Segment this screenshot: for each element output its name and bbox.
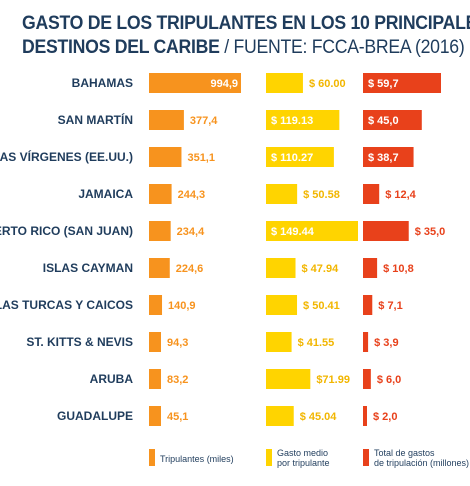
data-label-s1-san-martin: $ 119.13 — [271, 115, 313, 127]
data-label-s1-aruba: $71.99 — [316, 374, 350, 386]
bar-s0-bahamas — [149, 73, 241, 93]
data-label-s0-aruba: 83,2 — [167, 374, 188, 386]
chart-title: GASTO DE LOS TRIPULANTES EN LOS 10 PRINC… — [22, 12, 470, 60]
data-label-s2-jamaica: $ 12,4 — [385, 189, 416, 201]
title-line-1: GASTO DE LOS TRIPULANTES EN LOS 10 PRINC… — [22, 13, 470, 34]
bar-s2-jamaica — [363, 184, 380, 204]
data-label-s2-san-martin: $ 45,0 — [368, 115, 399, 127]
category-label-islas-virgenes-ee-uu: ISLAS VÍRGENES (EE.UU.) — [0, 149, 133, 164]
category-label-islas-turcas-y-caicos: ISLAS TURCAS Y CAICOS — [0, 298, 133, 312]
bar-s1-bahamas — [266, 73, 303, 93]
legend-swatch-1 — [266, 449, 272, 466]
category-label-aruba: ARUBA — [90, 372, 134, 386]
bar-s2-islas-cayman — [363, 258, 378, 278]
legend-label-0-line-0: Tripulantes (miles) — [160, 454, 234, 464]
category-label-islas-cayman: ISLAS CAYMAN — [43, 261, 133, 275]
legend-label-1-line-1: por tripulante — [277, 458, 330, 468]
data-label-s1-puerto-rico-san-juan: $ 149.44 — [271, 226, 315, 238]
legend-label-1-line-0: Gasto medio — [277, 448, 328, 458]
bar-s2-st-kitts-nevis — [363, 332, 369, 352]
bar-s1-san-martin — [266, 110, 340, 130]
data-label-s0-jamaica: 244,3 — [178, 189, 206, 201]
category-label-bahamas: BAHAMAS — [72, 76, 133, 90]
data-label-s0-islas-virgenes-ee-uu: 351,1 — [187, 152, 215, 164]
data-label-s0-bahamas: 994,9 — [210, 78, 238, 90]
data-label-s2-aruba: $ 6,0 — [377, 374, 401, 386]
data-label-s2-islas-virgenes-ee-uu: $ 38,7 — [368, 152, 399, 164]
legend-label-2-line-1: de tripulación (millones) — [374, 458, 469, 468]
data-label-s1-bahamas: $ 60.00 — [309, 78, 346, 90]
data-label-s2-islas-cayman: $ 10,8 — [383, 263, 414, 275]
legend-swatch-0 — [149, 449, 155, 466]
bar-s0-islas-cayman — [149, 258, 170, 278]
legend-label-2-line-0: Total de gastos — [374, 448, 435, 458]
bar-s1-puerto-rico-san-juan — [266, 221, 358, 241]
data-label-s1-islas-virgenes-ee-uu: $ 110.27 — [271, 152, 313, 164]
bar-s0-guadalupe — [149, 406, 161, 426]
data-label-s2-islas-turcas-y-caicos: $ 7,1 — [378, 300, 402, 312]
data-label-s0-guadalupe: 45,1 — [167, 411, 188, 423]
bar-s0-islas-turcas-y-caicos — [149, 295, 163, 315]
bar-s2-bahamas — [363, 73, 441, 93]
data-label-s2-puerto-rico-san-juan: $ 35,0 — [415, 226, 446, 238]
data-label-s1-jamaica: $ 50.58 — [303, 189, 340, 201]
category-label-jamaica: JAMAICA — [78, 187, 133, 201]
data-label-s1-st-kitts-nevis: $ 41.55 — [298, 337, 335, 349]
bar-s1-islas-turcas-y-caicos — [266, 295, 298, 315]
data-label-s0-puerto-rico-san-juan: 234,4 — [177, 226, 205, 238]
data-label-s1-islas-cayman: $ 47.94 — [302, 263, 340, 275]
bar-s0-islas-virgenes-ee-uu — [149, 147, 182, 167]
category-label-puerto-rico-san-juan: PUERTO RICO (SAN JUAN) — [0, 224, 133, 238]
data-label-s0-islas-turcas-y-caicos: 140,9 — [168, 300, 196, 312]
category-label-san-martin: SAN MARTÍN — [58, 112, 133, 127]
bar-s0-jamaica — [149, 184, 172, 204]
data-label-s0-san-martin: 377,4 — [190, 115, 218, 127]
bar-s2-guadalupe — [363, 406, 367, 426]
title-source: / FUENTE: FCCA-BREA (2016) — [219, 37, 465, 58]
bar-s2-islas-turcas-y-caicos — [363, 295, 373, 315]
bar-s2-aruba — [363, 369, 371, 389]
bar-s0-puerto-rico-san-juan — [149, 221, 171, 241]
data-label-s2-guadalupe: $ 2,0 — [373, 411, 397, 423]
bar-s1-st-kitts-nevis — [266, 332, 292, 352]
bar-s0-san-martin — [149, 110, 184, 130]
bar-s0-st-kitts-nevis — [149, 332, 161, 352]
legend-swatch-2 — [363, 449, 369, 466]
bar-s1-islas-virgenes-ee-uu — [266, 147, 334, 167]
data-label-s1-guadalupe: $ 45.04 — [300, 411, 338, 423]
bar-s1-islas-cayman — [266, 258, 296, 278]
data-label-s0-islas-cayman: 224,6 — [176, 263, 204, 275]
title-line-2-bold: DESTINOS DEL CARIBE — [22, 37, 220, 58]
data-label-s2-bahamas: $ 59,7 — [368, 78, 399, 90]
data-label-s0-st-kitts-nevis: 94,3 — [167, 337, 188, 349]
title-line-2: DESTINOS DEL CARIBE / FUENTE: FCCA-BREA … — [22, 36, 465, 60]
data-label-s2-st-kitts-nevis: $ 3,9 — [374, 337, 398, 349]
bar-s1-aruba — [266, 369, 311, 389]
data-label-s1-islas-turcas-y-caicos: $ 50.41 — [303, 300, 340, 312]
category-label-guadalupe: GUADALUPE — [57, 409, 133, 423]
bar-s1-guadalupe — [266, 406, 294, 426]
bar-s2-san-martin — [363, 110, 422, 130]
category-label-st-kitts-nevis: ST. KITTS & NEVIS — [26, 335, 133, 349]
bar-s2-islas-virgenes-ee-uu — [363, 147, 414, 167]
bar-s2-puerto-rico-san-juan — [363, 221, 409, 241]
bar-s0-aruba — [149, 369, 161, 389]
bar-s1-jamaica — [266, 184, 298, 204]
